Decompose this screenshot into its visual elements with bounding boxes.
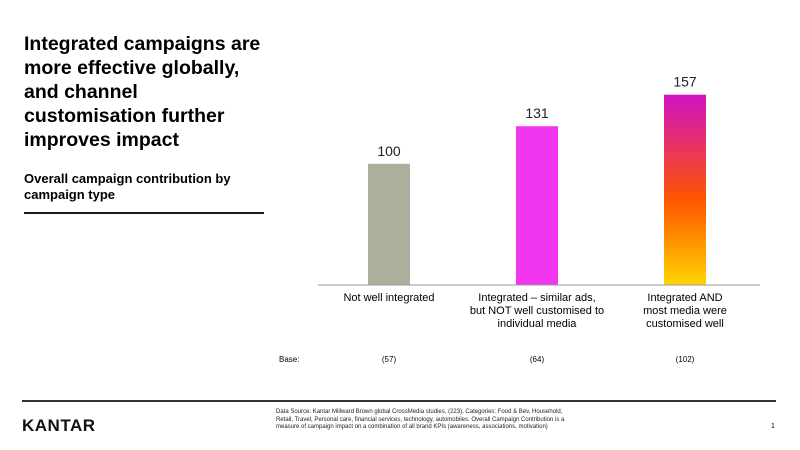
category-label-3: Integrated AND most media were customised … bbox=[643, 292, 727, 330]
base-value-1: (57) bbox=[381, 355, 397, 364]
bar-chart: 100 131 157 bbox=[318, 74, 760, 286]
base-label: Base: bbox=[279, 355, 300, 364]
chart-subtitle: Overall campaign contribution by campaig… bbox=[24, 171, 231, 202]
page-number: 1 bbox=[771, 423, 775, 430]
kantar-logo: KANTAR bbox=[22, 416, 96, 435]
category-label-2: Integrated – similar ads, but NOT well cu… bbox=[469, 292, 605, 330]
bar-value-label-2: 131 bbox=[525, 105, 549, 121]
footer-divider bbox=[22, 400, 776, 402]
bar-value-label-1: 100 bbox=[377, 143, 401, 159]
bar-3 bbox=[664, 94, 706, 286]
base-value-3: (102) bbox=[675, 355, 695, 364]
category-label-1: Not well integrated bbox=[343, 292, 435, 304]
base-value-2: (64) bbox=[529, 355, 545, 364]
subtitle-divider bbox=[24, 212, 264, 214]
data-source-note: Data Source: Kantar Millward Brown globa… bbox=[276, 409, 565, 430]
bar-2 bbox=[516, 126, 558, 285]
headline: Integrated campaigns are more effective … bbox=[24, 33, 261, 151]
bar-1 bbox=[368, 163, 410, 285]
bar-value-label-3: 157 bbox=[673, 74, 697, 90]
